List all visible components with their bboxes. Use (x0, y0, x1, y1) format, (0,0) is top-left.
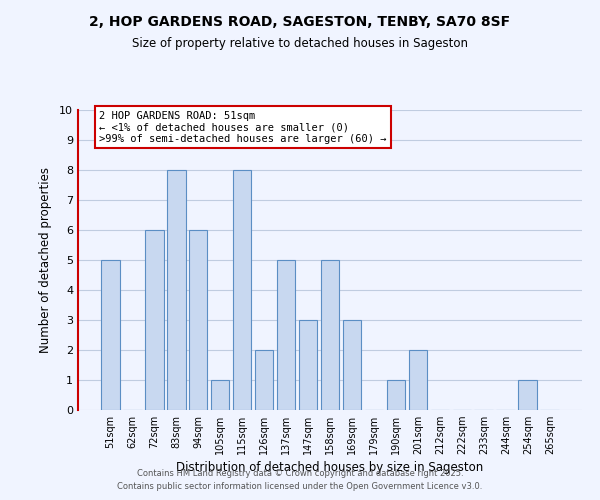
Bar (386, 380, 405, 410)
Bar (211, 380, 229, 410)
X-axis label: Distribution of detached houses by size in Sageston: Distribution of detached houses by size … (176, 462, 484, 474)
Bar (233, 170, 251, 410)
Bar (101, 260, 119, 410)
Text: Contains public sector information licensed under the Open Government Licence v3: Contains public sector information licen… (118, 482, 482, 491)
Bar (299, 320, 317, 410)
Bar (343, 320, 361, 410)
Bar (409, 350, 427, 410)
Text: 2 HOP GARDENS ROAD: 51sqm
← <1% of detached houses are smaller (0)
>99% of semi-: 2 HOP GARDENS ROAD: 51sqm ← <1% of detac… (99, 110, 387, 144)
Bar (518, 380, 537, 410)
Text: 2, HOP GARDENS ROAD, SAGESTON, TENBY, SA70 8SF: 2, HOP GARDENS ROAD, SAGESTON, TENBY, SA… (89, 15, 511, 29)
Text: Contains HM Land Registry data © Crown copyright and database right 2025.: Contains HM Land Registry data © Crown c… (137, 468, 463, 477)
Bar (189, 230, 208, 410)
Bar (277, 260, 295, 410)
Bar (320, 260, 340, 410)
Text: Size of property relative to detached houses in Sageston: Size of property relative to detached ho… (132, 38, 468, 51)
Bar (145, 230, 164, 410)
Y-axis label: Number of detached properties: Number of detached properties (39, 167, 52, 353)
Bar (255, 350, 274, 410)
Bar (167, 170, 185, 410)
